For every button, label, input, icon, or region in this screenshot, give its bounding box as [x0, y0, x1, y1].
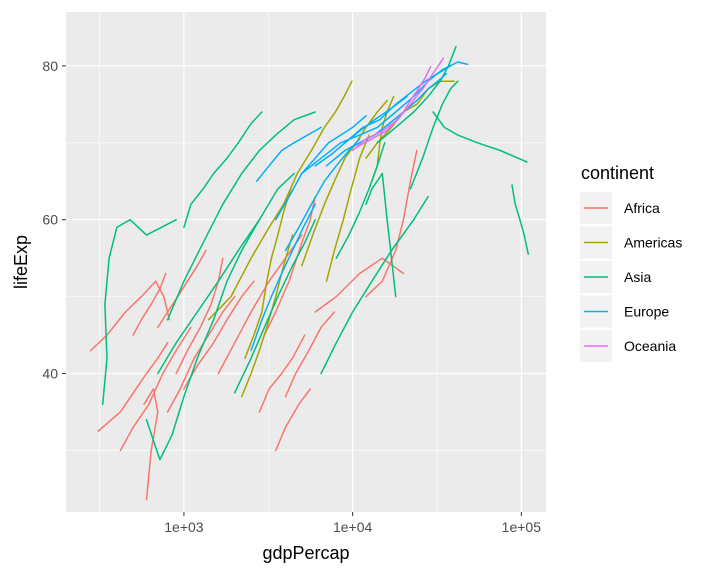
- x-tick-label: 1e+04: [333, 519, 373, 535]
- legend-label-europe: Europe: [624, 304, 669, 320]
- legend-label-asia: Asia: [624, 269, 651, 285]
- series-line-asia: [432, 111, 528, 163]
- series-line-africa: [263, 195, 316, 336]
- series-line-americas: [240, 234, 294, 398]
- series-line-asia: [183, 111, 263, 229]
- series-line-europe: [284, 138, 361, 252]
- legend-title: continent: [581, 163, 654, 183]
- series-line-oceania: [355, 65, 432, 149]
- x-axis-ticks: 1e+03 1e+04 1e+05: [164, 512, 541, 535]
- series-line-asia: [101, 218, 177, 406]
- series-line-asia: [233, 218, 316, 394]
- series-line-africa: [217, 234, 303, 375]
- series-line-europe: [255, 126, 322, 182]
- series-line-europe: [250, 203, 316, 352]
- series-line-americas: [244, 188, 292, 359]
- series-line-asia: [157, 172, 295, 375]
- series-line-asia: [320, 195, 429, 375]
- legend: Africa Americas Asia Europe Oceania: [580, 192, 682, 362]
- series-line-africa: [258, 334, 306, 413]
- series-line-asia: [409, 80, 459, 190]
- legend-label-oceania: Oceania: [624, 338, 676, 354]
- series-line-asia: [166, 111, 316, 321]
- y-tick-label: 60: [42, 212, 58, 228]
- series-line-europe: [274, 115, 367, 221]
- legend-label-americas: Americas: [624, 235, 682, 251]
- x-tick-label: 1e+03: [164, 519, 204, 535]
- y-tick-label: 80: [42, 58, 58, 74]
- x-tick-label: 1e+05: [502, 519, 542, 535]
- series-line-africa: [183, 280, 255, 390]
- series-line-europe: [314, 95, 408, 167]
- series-line-africa: [97, 342, 169, 432]
- series-line-africa: [143, 388, 159, 501]
- major-gridlines: [66, 12, 546, 512]
- series-line-africa: [157, 249, 207, 329]
- series-lines: [89, 45, 530, 501]
- plot-panel: [66, 12, 546, 512]
- x-axis-title: gdpPercap: [262, 543, 349, 563]
- series-line-asia: [145, 218, 261, 461]
- minor-gridlines: [66, 12, 546, 512]
- series-line-asia: [335, 142, 386, 259]
- y-tick-label: 40: [42, 366, 58, 382]
- series-line-americas: [207, 80, 353, 321]
- series-line-africa: [284, 311, 336, 398]
- series-line-africa: [175, 257, 224, 375]
- series-line-africa: [89, 280, 171, 352]
- series-line-asia: [511, 184, 530, 256]
- legend-label-africa: Africa: [624, 200, 660, 216]
- series-line-americas: [325, 134, 370, 282]
- series-line-africa: [274, 388, 311, 452]
- series-line-africa: [132, 272, 167, 336]
- series-line-africa: [119, 326, 192, 452]
- series-line-africa: [365, 149, 418, 298]
- series-line-asia: [365, 172, 397, 298]
- y-axis-ticks: 40 60 80: [42, 58, 66, 382]
- y-axis-title: lifeExp: [11, 235, 31, 289]
- series-line-americas: [301, 99, 388, 267]
